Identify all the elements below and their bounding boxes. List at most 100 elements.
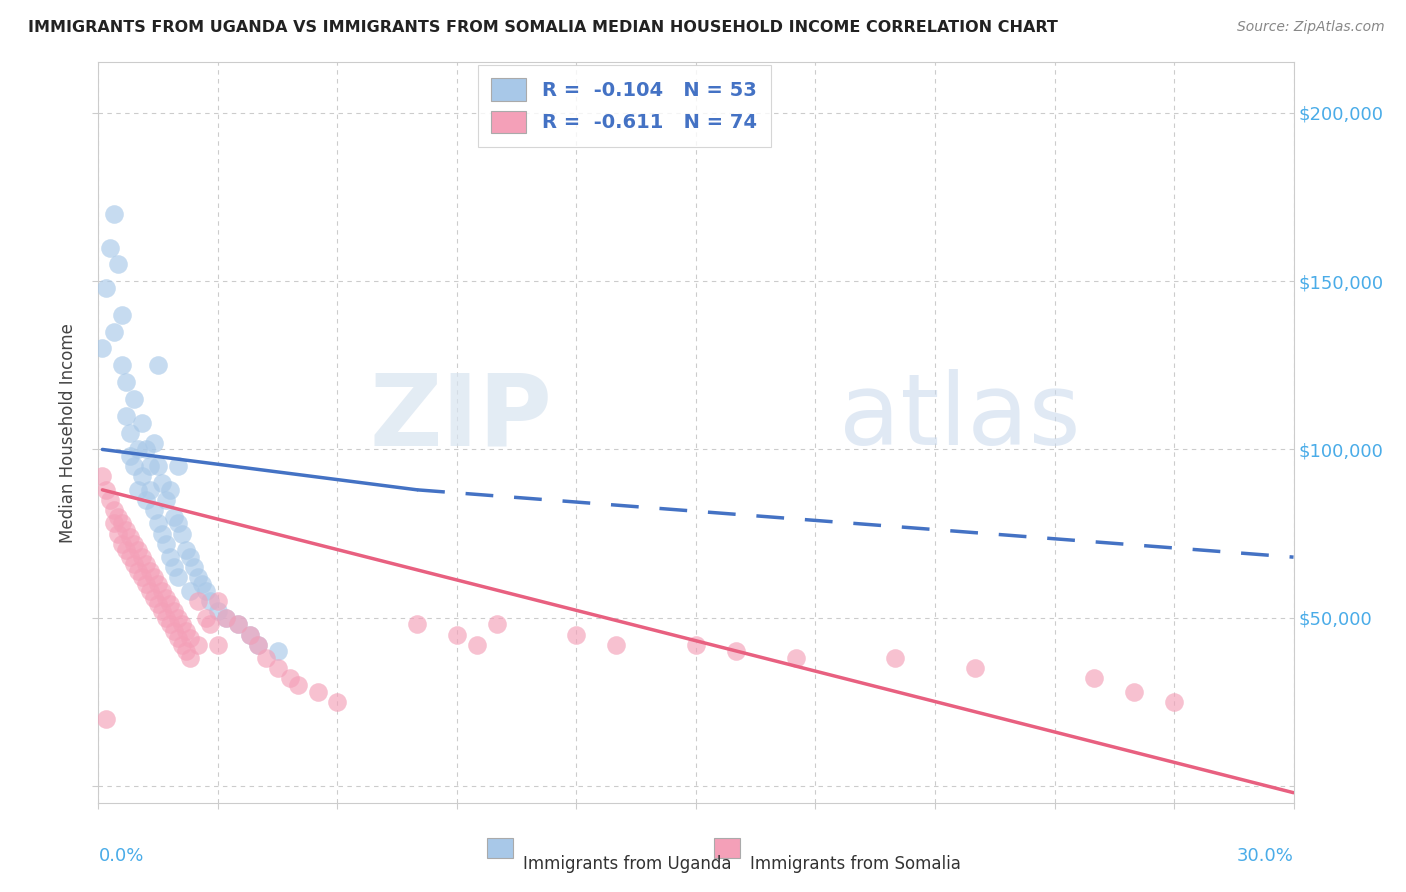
Point (174, 624, 197, 639)
Point (174, 543, 197, 558)
Point (785, 651, 807, 665)
Point (685, 638, 707, 652)
Text: ZIP: ZIP (370, 369, 553, 467)
Point (115, 543, 138, 558)
Point (884, 651, 907, 665)
Point (124, 536, 146, 550)
Point (1123, 685, 1146, 699)
Point (167, 516, 190, 531)
Point (179, 550, 201, 565)
Point (107, 257, 129, 271)
Point (172, 526, 194, 541)
Point (124, 392, 146, 406)
Point (485, 617, 508, 632)
Point (167, 610, 190, 624)
Point (565, 627, 588, 641)
Point (174, 644, 197, 658)
Point (98, 240, 122, 254)
Point (198, 617, 221, 632)
Point (159, 597, 181, 611)
Point (148, 577, 170, 591)
Point (124, 459, 146, 474)
Point (96, 281, 118, 295)
Point (127, 442, 149, 457)
Point (139, 583, 162, 598)
Point (195, 583, 218, 598)
Point (139, 564, 162, 578)
Point (239, 627, 262, 641)
Point (215, 610, 238, 624)
Point (155, 591, 177, 605)
Point (187, 638, 209, 652)
Point (226, 617, 249, 632)
Text: atlas: atlas (839, 369, 1081, 467)
Point (254, 651, 277, 665)
Point (120, 550, 142, 565)
Point (207, 594, 229, 608)
Point (155, 536, 177, 550)
Point (198, 594, 221, 608)
Point (207, 638, 229, 652)
Point (120, 449, 142, 463)
Point (278, 671, 301, 685)
Point (215, 610, 238, 624)
Point (143, 591, 166, 605)
Point (131, 550, 153, 565)
Point (163, 509, 186, 524)
Point (148, 597, 170, 611)
Point (143, 503, 166, 517)
Point (139, 483, 162, 497)
Point (96, 483, 118, 497)
Point (246, 638, 269, 652)
Point (167, 631, 190, 645)
Point (120, 425, 142, 440)
Legend: R =  -0.104   N = 53, R =  -0.611   N = 74: R = -0.104 N = 53, R = -0.611 N = 74 (478, 65, 770, 146)
Point (150, 476, 173, 491)
Point (103, 325, 125, 339)
FancyBboxPatch shape (486, 838, 513, 858)
Point (307, 685, 329, 699)
Point (115, 523, 138, 537)
Text: Immigrants from Uganda: Immigrants from Uganda (523, 855, 731, 872)
Point (131, 469, 153, 483)
Point (179, 583, 201, 598)
Point (150, 526, 173, 541)
Point (148, 359, 170, 373)
Point (120, 530, 142, 544)
Point (605, 638, 627, 652)
Point (131, 416, 153, 430)
Point (148, 516, 170, 531)
Point (963, 661, 986, 675)
Point (127, 564, 149, 578)
Point (267, 661, 290, 675)
Point (111, 516, 134, 531)
Point (115, 375, 138, 389)
Point (98, 492, 122, 507)
Point (135, 557, 157, 571)
Point (465, 638, 488, 652)
FancyBboxPatch shape (714, 838, 740, 858)
Point (135, 577, 157, 591)
Point (159, 550, 181, 565)
Point (167, 570, 190, 584)
Point (179, 651, 201, 665)
Point (724, 644, 747, 658)
Point (107, 526, 129, 541)
Point (167, 459, 190, 474)
Point (195, 610, 218, 624)
Point (1083, 671, 1105, 685)
Point (135, 492, 157, 507)
Point (111, 308, 134, 322)
Point (148, 459, 170, 474)
Point (143, 570, 166, 584)
Point (143, 435, 166, 450)
Point (139, 459, 162, 474)
Point (96, 712, 118, 726)
Point (226, 617, 249, 632)
Point (172, 638, 194, 652)
Point (159, 483, 181, 497)
Point (135, 442, 157, 457)
Point (103, 503, 125, 517)
Point (1163, 695, 1185, 709)
Point (267, 644, 290, 658)
